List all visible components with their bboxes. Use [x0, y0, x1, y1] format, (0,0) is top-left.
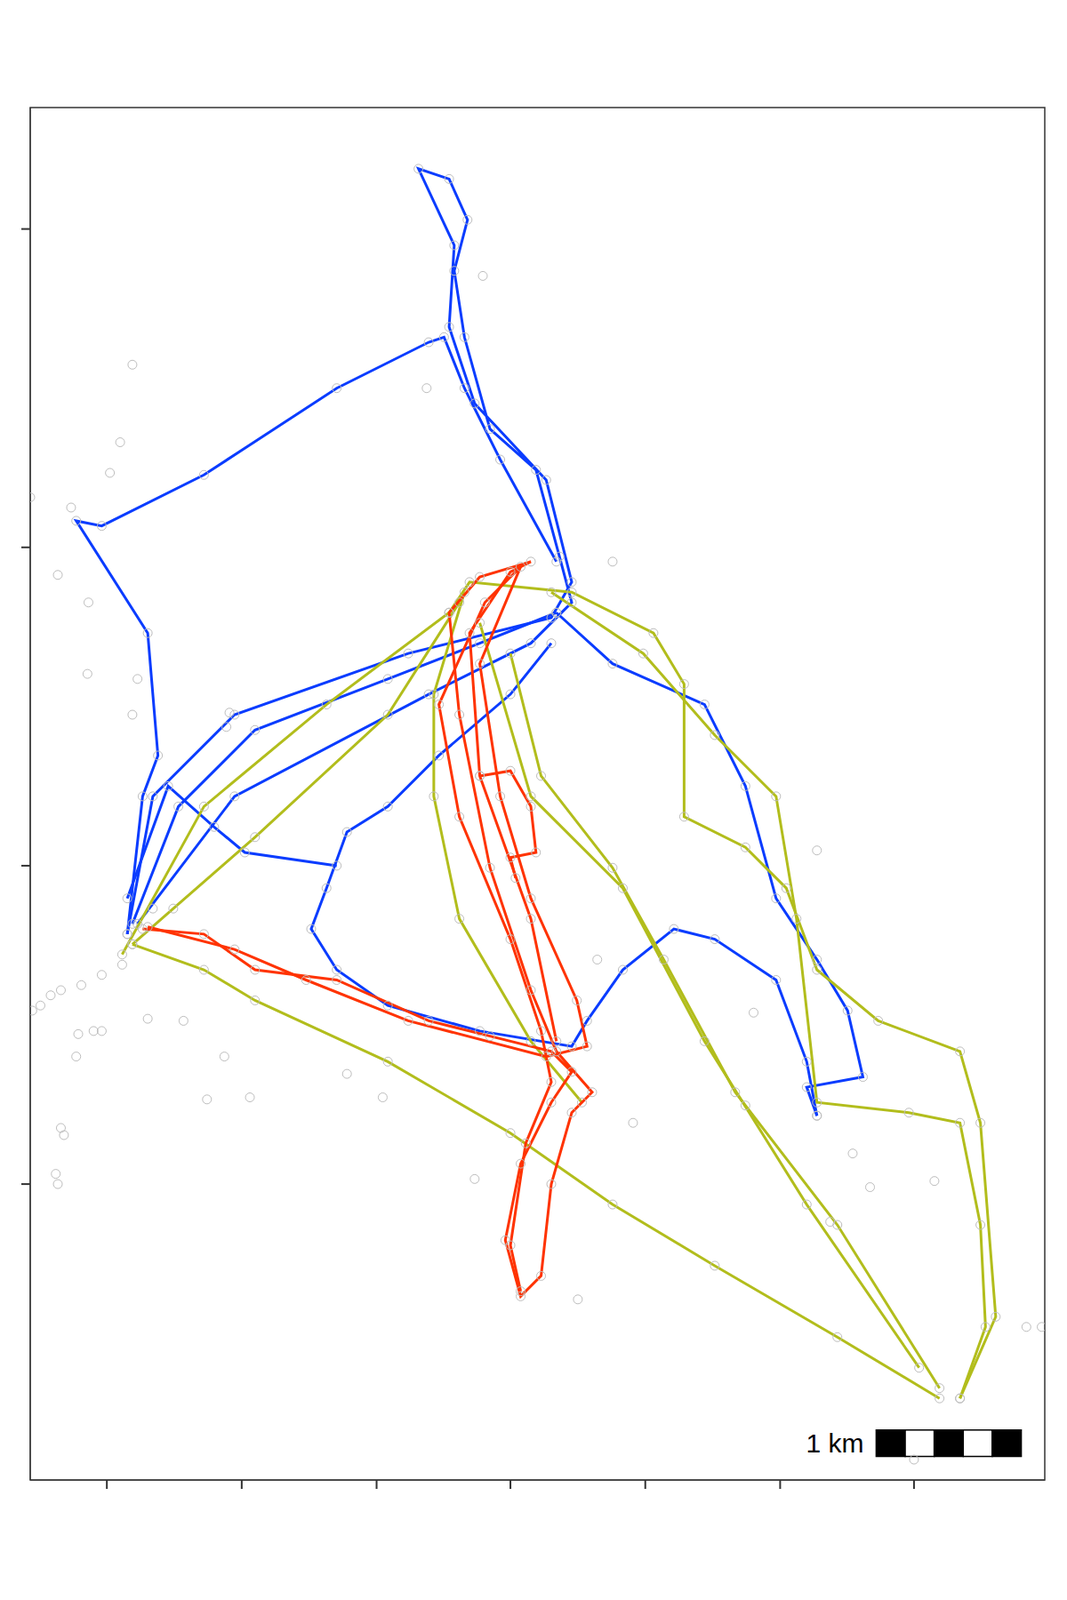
svg-text:1 km: 1 km	[805, 1428, 864, 1459]
